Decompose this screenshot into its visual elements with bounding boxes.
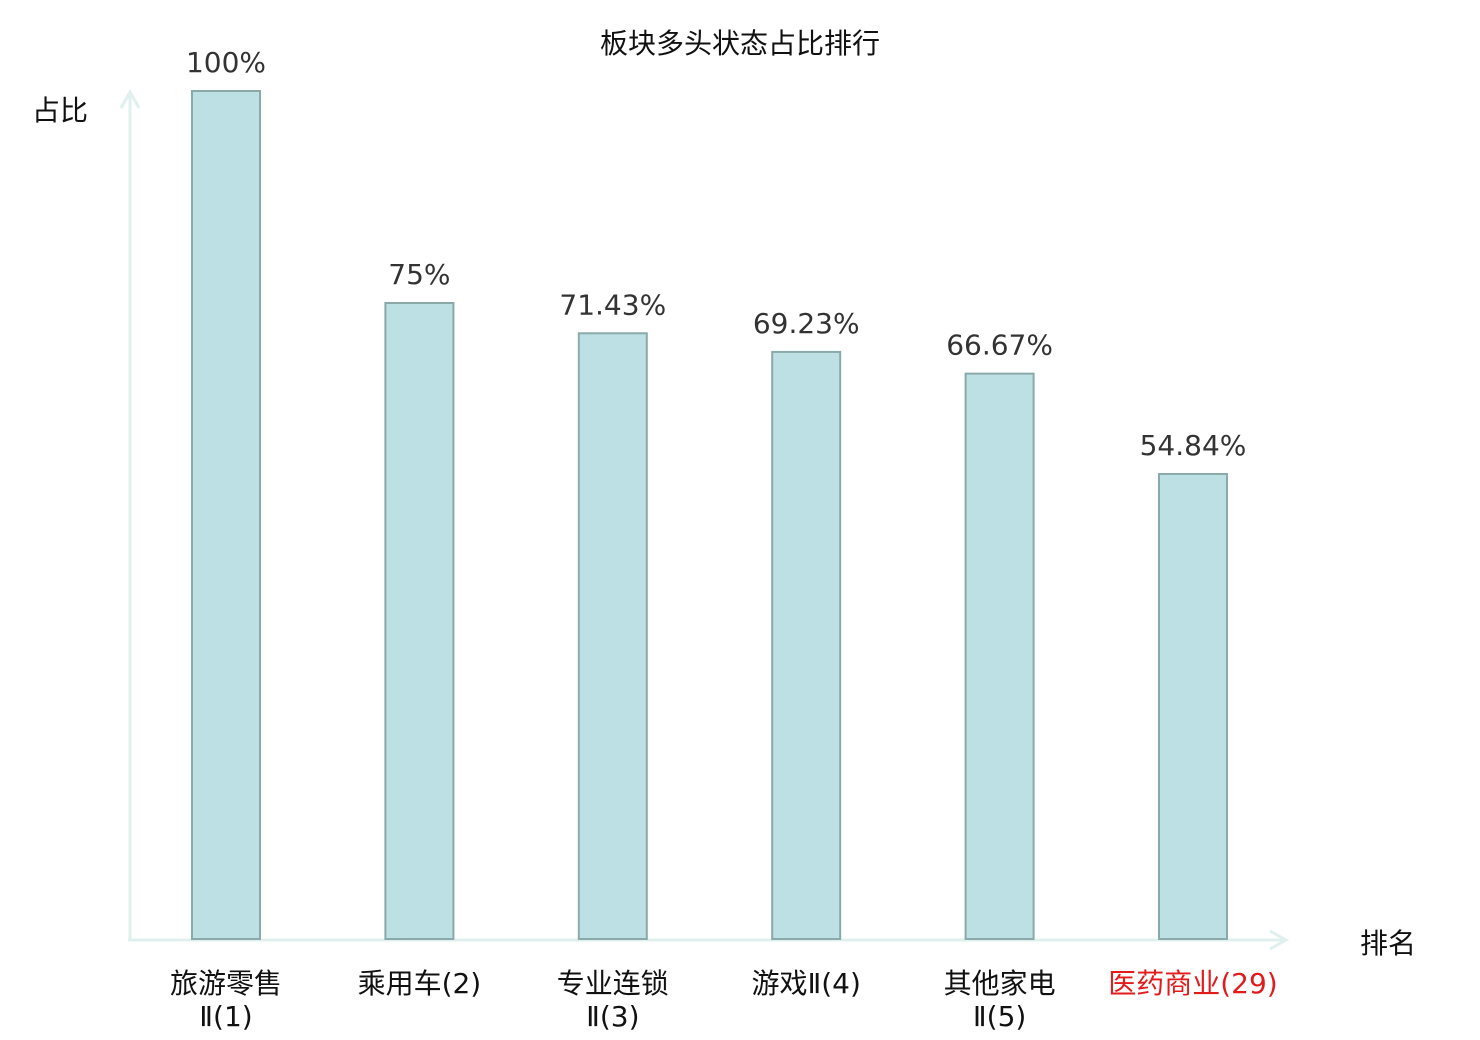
bar [964, 372, 1035, 940]
chart-title: 板块多头状态占比排行 [600, 27, 880, 60]
bar [771, 350, 842, 940]
value-labels: 100% 75% 71.43% 69.23% 66.67% 54.84% [186, 46, 1246, 462]
value-label: 54.84% [1140, 429, 1247, 462]
category-label: 其他家电 [944, 967, 1056, 1000]
value-label: 66.67% [946, 329, 1053, 362]
category-label: 专业连锁 [557, 967, 669, 1000]
value-label: 71.43% [559, 288, 666, 321]
bar [191, 90, 261, 940]
category-label: Ⅱ(5) [973, 1000, 1026, 1033]
category-label: Ⅱ(1) [199, 1000, 252, 1033]
category-label: 旅游零售 [170, 967, 282, 1000]
bars [191, 90, 1228, 940]
value-label: 75% [388, 258, 450, 291]
x-axis-arrow [1269, 929, 1290, 951]
category-label: Ⅱ(3) [586, 1000, 639, 1033]
bar [577, 332, 648, 940]
category-label: 游戏Ⅱ(4) [751, 967, 860, 1000]
x-axis-label: 排名 [1360, 927, 1416, 960]
y-axis-arrow [119, 88, 141, 109]
value-label: 69.23% [753, 307, 860, 340]
category-label: 医药商业(29) [1108, 967, 1277, 1000]
y-axis-label: 占比 [32, 94, 88, 127]
category-label: 乘用车(2) [358, 967, 482, 1000]
value-label: 100% [186, 46, 266, 79]
bar [384, 302, 455, 940]
axes [119, 88, 1290, 951]
bar [1158, 472, 1228, 940]
